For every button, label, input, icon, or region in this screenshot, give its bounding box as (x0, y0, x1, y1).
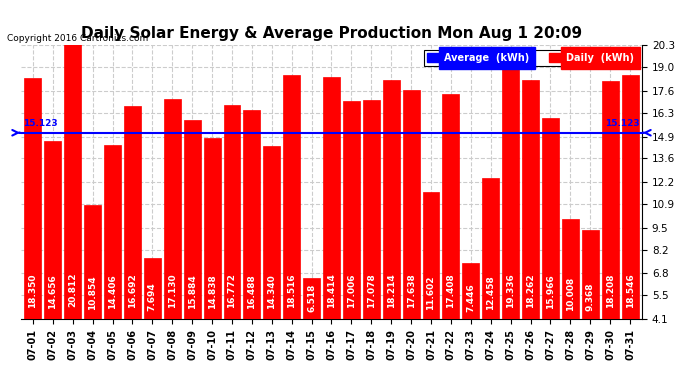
Bar (303, 278, 320, 375)
Bar (403, 90, 420, 375)
Bar (383, 81, 400, 375)
Bar (482, 178, 499, 375)
Text: 15.123: 15.123 (605, 118, 640, 128)
Text: 17.078: 17.078 (367, 273, 376, 308)
Text: 12.458: 12.458 (486, 275, 495, 310)
Bar (622, 75, 638, 375)
Text: 11.602: 11.602 (426, 276, 435, 310)
Text: 18.414: 18.414 (327, 273, 336, 308)
Bar (442, 94, 460, 375)
Text: 10.854: 10.854 (88, 276, 97, 310)
Bar (24, 78, 41, 375)
Bar (84, 205, 101, 375)
Text: 18.516: 18.516 (287, 273, 296, 308)
Text: 16.488: 16.488 (248, 274, 257, 309)
Title: Daily Solar Energy & Average Production Mon Aug 1 20:09: Daily Solar Energy & Average Production … (81, 26, 582, 41)
Bar (184, 120, 201, 375)
Bar (542, 118, 559, 375)
Text: 14.838: 14.838 (208, 274, 217, 309)
Bar (44, 141, 61, 375)
Text: 18.350: 18.350 (28, 273, 37, 308)
Text: 7.446: 7.446 (466, 283, 475, 312)
Bar (204, 138, 221, 375)
Bar (224, 105, 240, 375)
Bar (562, 219, 579, 375)
Text: 15.966: 15.966 (546, 274, 555, 309)
Text: 18.262: 18.262 (526, 273, 535, 308)
Bar (164, 99, 181, 375)
Text: 14.656: 14.656 (48, 274, 57, 309)
Text: 15.123: 15.123 (23, 118, 57, 128)
Bar (363, 100, 380, 375)
Text: 19.336: 19.336 (506, 273, 515, 308)
Text: 15.884: 15.884 (188, 274, 197, 309)
Bar (462, 262, 480, 375)
Text: 17.408: 17.408 (446, 273, 455, 308)
Bar (502, 62, 519, 375)
Text: 6.518: 6.518 (307, 284, 316, 312)
Bar (124, 106, 141, 375)
Text: 18.546: 18.546 (626, 273, 635, 308)
Text: 17.130: 17.130 (168, 274, 177, 308)
Text: 16.692: 16.692 (128, 274, 137, 308)
Text: 14.340: 14.340 (267, 274, 276, 309)
Text: 20.812: 20.812 (68, 273, 77, 307)
Bar (422, 192, 440, 375)
Text: Copyright 2016 Cartronics.com: Copyright 2016 Cartronics.com (7, 34, 148, 43)
Bar (323, 77, 340, 375)
Bar (582, 230, 599, 375)
Text: 14.406: 14.406 (108, 274, 117, 309)
Legend: Average  (kWh), Daily  (kWh): Average (kWh), Daily (kWh) (424, 50, 637, 66)
Text: 10.008: 10.008 (566, 276, 575, 311)
Bar (104, 145, 121, 375)
Text: 18.214: 18.214 (386, 273, 395, 308)
Bar (64, 36, 81, 375)
Text: 17.006: 17.006 (347, 274, 356, 308)
Text: 9.368: 9.368 (586, 282, 595, 311)
Bar (343, 101, 360, 375)
Bar (264, 146, 280, 375)
Bar (144, 258, 161, 375)
Text: 16.772: 16.772 (228, 273, 237, 308)
Bar (602, 81, 619, 375)
Bar (244, 110, 260, 375)
Text: 17.638: 17.638 (406, 273, 415, 308)
Bar (522, 80, 539, 375)
Text: 18.208: 18.208 (606, 273, 615, 308)
Bar (283, 75, 300, 375)
Text: 7.694: 7.694 (148, 283, 157, 312)
